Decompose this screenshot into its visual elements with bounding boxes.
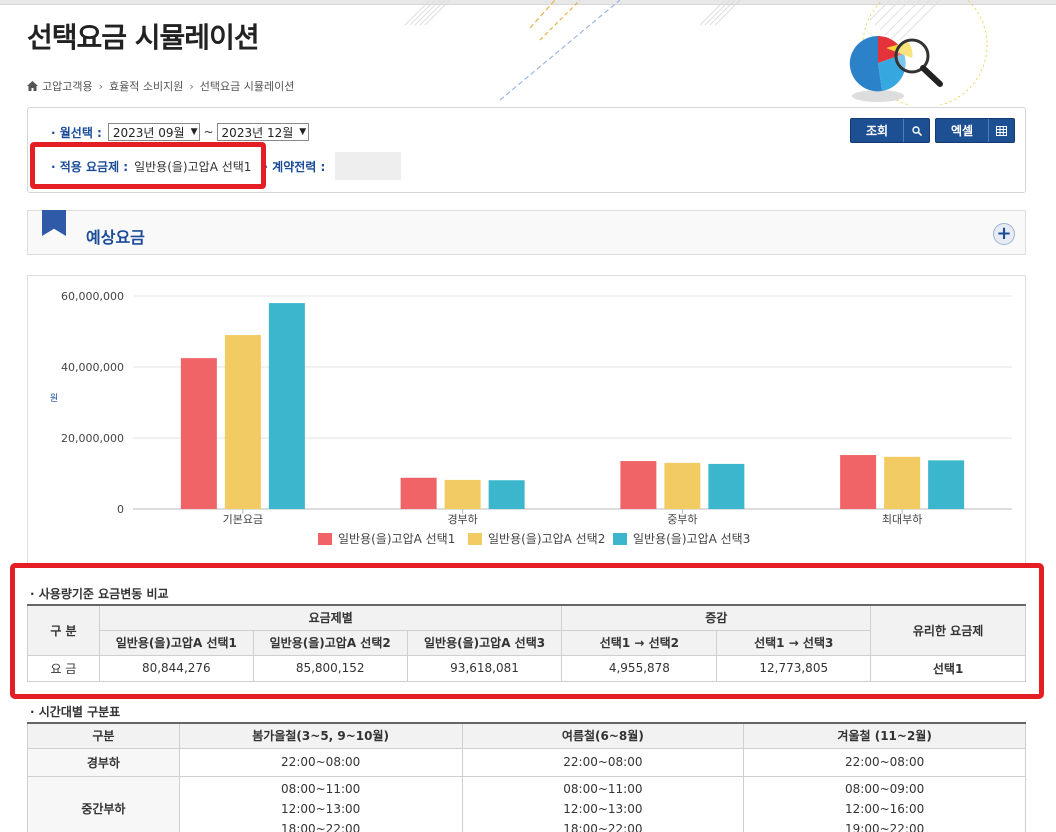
table-row: 경부하 22:00~08:00 22:00~08:00 22:00~08:00 xyxy=(27,747,1026,777)
col-diff-1-3: 선택1 → 선택3 xyxy=(716,629,872,656)
legend-label: 일반용(을)고압A 선택2 xyxy=(488,532,605,546)
chart-bar xyxy=(664,462,701,509)
range-separator: ~ xyxy=(203,125,214,139)
plan-filter-row: · 적용 요금제 : 일반용(을)고압A 선택1 · 계약전력 : xyxy=(51,152,402,180)
table-row: 중간부하 08:00~11:00 12:00~13:00 18:00~22:00… xyxy=(27,775,1026,832)
legend-swatch xyxy=(468,533,482,545)
excel-button[interactable]: 엑셀 xyxy=(935,118,1015,143)
section-title: 예상요금 xyxy=(86,228,145,247)
col-best-plan: 유리한 요금제 xyxy=(870,604,1026,656)
home-icon[interactable] xyxy=(27,81,38,91)
page-title: 선택요금 시뮬레이션 xyxy=(27,21,260,54)
y-tick-label: 20,000,000 xyxy=(61,432,124,445)
chart-bar xyxy=(620,461,657,509)
compare-title: · 사용량기준 요금변동 비교 xyxy=(30,587,169,601)
breadcrumb-item-support[interactable]: 효율적 소비지원 xyxy=(109,80,184,93)
estimated-fee-section-header: 예상요금 + xyxy=(27,210,1026,255)
end-month-select[interactable]: 2023년 12월 ▼ xyxy=(216,123,310,141)
mid-load-winter: 08:00~09:00 12:00~16:00 19:00~22:00 xyxy=(743,775,1026,832)
highlight-box-compare xyxy=(10,563,1044,699)
diff-1-3-value: 12,773,805 xyxy=(716,654,872,682)
row-label: 요 금 xyxy=(27,654,100,682)
chart-bar xyxy=(224,335,261,509)
timetable-title: · 시간대별 구분표 xyxy=(30,705,121,719)
plus-icon[interactable]: + xyxy=(993,223,1015,245)
y-tick-label: 60,000,000 xyxy=(61,290,124,303)
legend-swatch xyxy=(613,533,627,545)
col-summer: 여름철(6~8월) xyxy=(461,722,745,749)
breadcrumb-item-customer[interactable]: 고압고객용 xyxy=(42,80,93,93)
chart-bar xyxy=(444,479,481,509)
chart-bar xyxy=(488,480,525,509)
spreadsheet-icon xyxy=(988,119,1014,142)
header-decoration xyxy=(380,0,1056,105)
chevron-right-icon: › xyxy=(98,79,104,93)
col-group-diff: 증감 xyxy=(561,604,872,631)
x-tick-label: 기본요금 xyxy=(223,513,263,526)
y-axis-label: 원 xyxy=(50,393,58,404)
col-winter: 겨울철 (11~2월) xyxy=(743,722,1026,749)
contract-power-value xyxy=(335,152,402,180)
legend-swatch xyxy=(318,533,332,545)
chart-bar xyxy=(400,477,437,509)
col-group-plan: 요금제별 xyxy=(98,604,563,631)
legend-label: 일반용(을)고압A 선택3 xyxy=(633,532,750,546)
top-border xyxy=(0,0,1056,5)
chart-bar xyxy=(840,455,877,509)
col-diff-1-2: 선택1 → 선택2 xyxy=(561,629,718,656)
plan-label: · 적용 요금제 : xyxy=(51,159,129,174)
x-tick-label: 경부하 xyxy=(447,512,477,526)
chevron-down-icon: ▼ xyxy=(190,127,198,137)
light-load-summer: 22:00~08:00 xyxy=(461,747,745,777)
mid-load-summer: 08:00~11:00 12:00~13:00 18:00~22:00 xyxy=(461,775,745,832)
row-label-light-load: 경부하 xyxy=(27,747,180,777)
chart-bar xyxy=(928,460,965,509)
start-month-select[interactable]: 2023년 09월 ▼ xyxy=(107,123,201,141)
chart-bar xyxy=(708,463,745,509)
highlight-box-plan xyxy=(30,142,266,189)
light-load-winter: 22:00~08:00 xyxy=(743,747,1026,777)
month-filter-row: · 월선택 : 2023년 09월 ▼ ~ 2023년 12월 ▼ xyxy=(51,123,310,141)
breadcrumb-item-current: 선택요금 시뮬레이션 xyxy=(199,80,295,93)
plan-2-value: 85,800,152 xyxy=(252,654,408,682)
plan-value: 일반용(을)고압A 선택1 xyxy=(134,159,252,174)
diff-1-2-value: 4,955,878 xyxy=(561,654,718,682)
x-tick-label: 최대부하 xyxy=(882,512,922,526)
chart-bar xyxy=(268,303,305,509)
y-tick-label: 0 xyxy=(117,503,124,516)
mid-load-spring: 08:00~11:00 12:00~13:00 18:00~22:00 xyxy=(178,775,463,832)
legend-label: 일반용(을)고압A 선택1 xyxy=(338,532,455,546)
chart-bar xyxy=(884,456,921,509)
month-label: · 월선택 : xyxy=(51,125,102,140)
search-icon xyxy=(903,119,929,142)
bookmark-icon xyxy=(42,210,66,236)
breadcrumb: 고압고객용 › 효율적 소비지원 › 선택요금 시뮬레이션 xyxy=(27,78,294,94)
table-row: 요 금 80,844,276 85,800,152 93,618,081 4,9… xyxy=(27,654,1026,682)
col-plan-3: 일반용(을)고압A 선택3 xyxy=(406,629,563,656)
plan-1-value: 80,844,276 xyxy=(98,654,254,682)
time-slot-table: 구분 봄가을철(3~5, 9~10월) 여름철(6~8월) 겨울철 (11~2월… xyxy=(27,722,1026,832)
best-plan-value: 선택1 xyxy=(870,654,1026,682)
fee-compare-table: 구 분 요금제별 증감 유리한 요금제 일반용(을)고압A 선택1 일반용(을)… xyxy=(27,604,1026,682)
chevron-down-icon: ▼ xyxy=(299,127,307,137)
x-tick-label: 중부하 xyxy=(667,512,697,526)
contract-power-label: · 계약전력 : xyxy=(263,159,326,174)
col-gubun: 구분 xyxy=(27,722,180,749)
chevron-right-icon: › xyxy=(189,79,194,93)
row-label-mid-load: 중간부하 xyxy=(27,775,180,832)
y-tick-label: 40,000,000 xyxy=(61,361,124,374)
simulation-pie-icon xyxy=(849,35,943,102)
search-button[interactable]: 조회 xyxy=(850,118,930,143)
plan-3-value: 93,618,081 xyxy=(406,654,563,682)
light-load-spring: 22:00~08:00 xyxy=(178,747,463,777)
col-spring-fall: 봄가을철(3~5, 9~10월) xyxy=(178,722,463,749)
chart-bar xyxy=(180,358,217,509)
